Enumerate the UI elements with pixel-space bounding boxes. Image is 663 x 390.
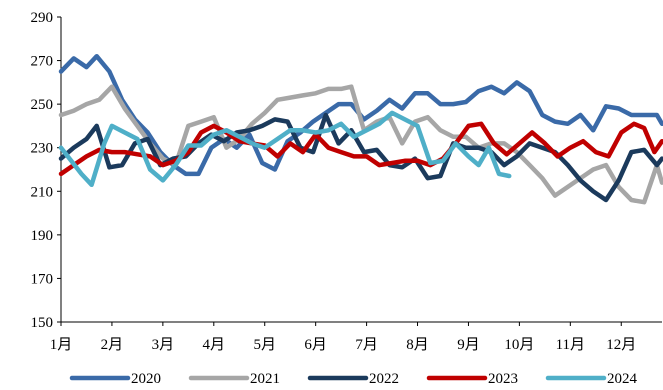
y-tick-label: 290 (31, 10, 54, 26)
x-tick-label: 6月 (304, 337, 327, 353)
legend-label-2020: 2020 (131, 371, 161, 387)
y-tick-label: 190 (31, 228, 54, 244)
legend-label-2024: 2024 (607, 371, 638, 387)
x-tick-label: 9月 (457, 337, 480, 353)
legend-label-2023: 2023 (488, 371, 518, 387)
series-layer (58, 53, 663, 205)
x-tick-label: 1月 (50, 337, 73, 353)
x-tick-label: 5月 (253, 337, 276, 353)
legend-label-2021: 2021 (250, 371, 280, 387)
x-tick-label: 3月 (152, 337, 175, 353)
x-tick-label: 2月 (101, 337, 124, 353)
series-line-2024 (58, 110, 512, 188)
y-tick-label: 230 (31, 141, 54, 157)
x-tick-label: 4月 (203, 337, 226, 353)
series-line-2023 (58, 121, 663, 177)
y-tick-label: 250 (31, 97, 54, 113)
legend-label-2022: 2022 (369, 371, 399, 387)
y-tick-label: 170 (31, 271, 54, 287)
x-tick-label: 12月 (606, 337, 636, 353)
y-tick-label: 210 (31, 184, 54, 200)
x-tick-label: 11月 (556, 337, 585, 353)
legend: 2020 2021 2022 2023 2024 (69, 371, 638, 387)
y-tick-label: 270 (31, 54, 54, 70)
x-tick-label: 10月 (504, 337, 534, 353)
x-tick-label: 7月 (355, 337, 378, 353)
y-tick-label: 150 (31, 315, 54, 331)
x-tick-label: 8月 (406, 337, 429, 353)
axes: 150 170 190 210 230 250 270 290 1月 2月 3月 4月 5月 6月 7月 8月… (31, 10, 662, 353)
